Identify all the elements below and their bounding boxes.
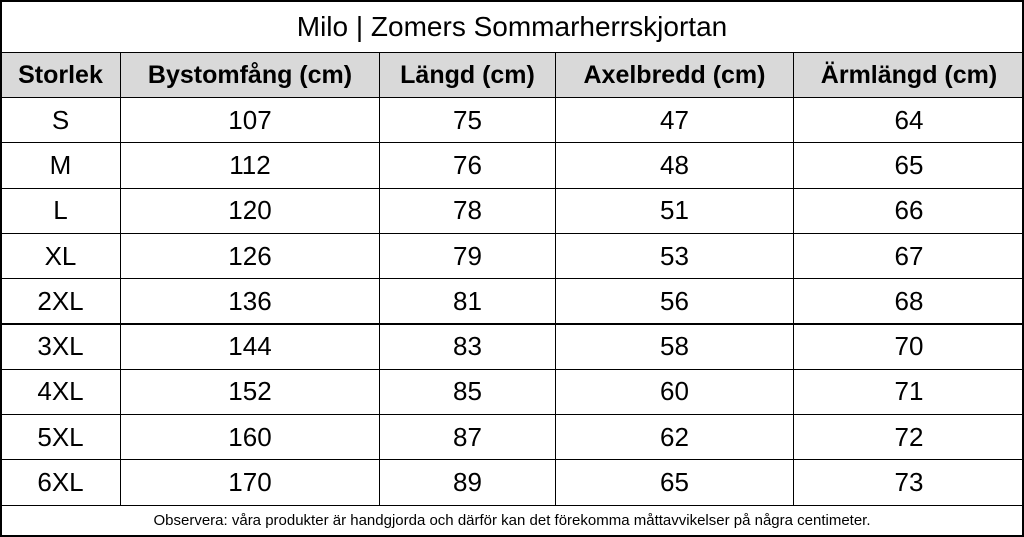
measure-cell: 58 [555,323,794,370]
measure-cell: 65 [793,142,1024,189]
size-cell: XL [0,232,121,280]
measure-cell: 81 [379,278,556,325]
measure-cell: 170 [120,459,380,506]
measure-cell: 112 [120,142,380,189]
measure-cell: 53 [555,232,794,280]
measure-cell: 160 [120,414,380,461]
measure-cell: 89 [379,459,556,506]
header-cell: Ärmlängd (cm) [793,52,1024,98]
measure-cell: 48 [555,142,794,189]
measure-cell: 67 [793,232,1024,280]
measure-cell: 62 [555,414,794,461]
size-cell: 3XL [0,323,121,370]
footnote: Observera: våra produkter är handgjorda … [0,504,1024,537]
size-cell: 5XL [0,414,121,461]
measure-cell: 64 [793,97,1024,144]
measure-cell: 83 [379,323,556,370]
size-cell: 2XL [0,278,121,325]
header-cell: Storlek [0,52,121,98]
measure-cell: 144 [120,323,380,370]
measure-cell: 120 [120,187,380,234]
measure-cell: 79 [379,232,556,280]
measure-cell: 47 [555,97,794,144]
measure-cell: 78 [379,187,556,234]
measure-cell: 126 [120,232,380,280]
measure-cell: 70 [793,323,1024,370]
header-cell: Bystomfång (cm) [120,52,380,98]
measure-cell: 107 [120,97,380,144]
measure-cell: 51 [555,187,794,234]
measure-cell: 66 [793,187,1024,234]
measure-cell: 136 [120,278,380,325]
measure-cell: 56 [555,278,794,325]
size-cell: 4XL [0,368,121,416]
measure-cell: 60 [555,368,794,416]
measure-cell: 68 [793,278,1024,325]
header-cell: Axelbredd (cm) [555,52,794,98]
measure-cell: 72 [793,414,1024,461]
measure-cell: 87 [379,414,556,461]
table-title: Milo | Zomers Sommarherrskjortan [0,0,1024,53]
header-cell: Längd (cm) [379,52,556,98]
size-cell: S [0,97,121,144]
measure-cell: 152 [120,368,380,416]
size-cell: 6XL [0,459,121,506]
measure-cell: 65 [555,459,794,506]
measure-cell: 73 [793,459,1024,506]
measure-cell: 75 [379,97,556,144]
size-cell: L [0,187,121,234]
measure-cell: 85 [379,368,556,416]
size-cell: M [0,142,121,189]
measure-cell: 71 [793,368,1024,416]
measure-cell: 76 [379,142,556,189]
